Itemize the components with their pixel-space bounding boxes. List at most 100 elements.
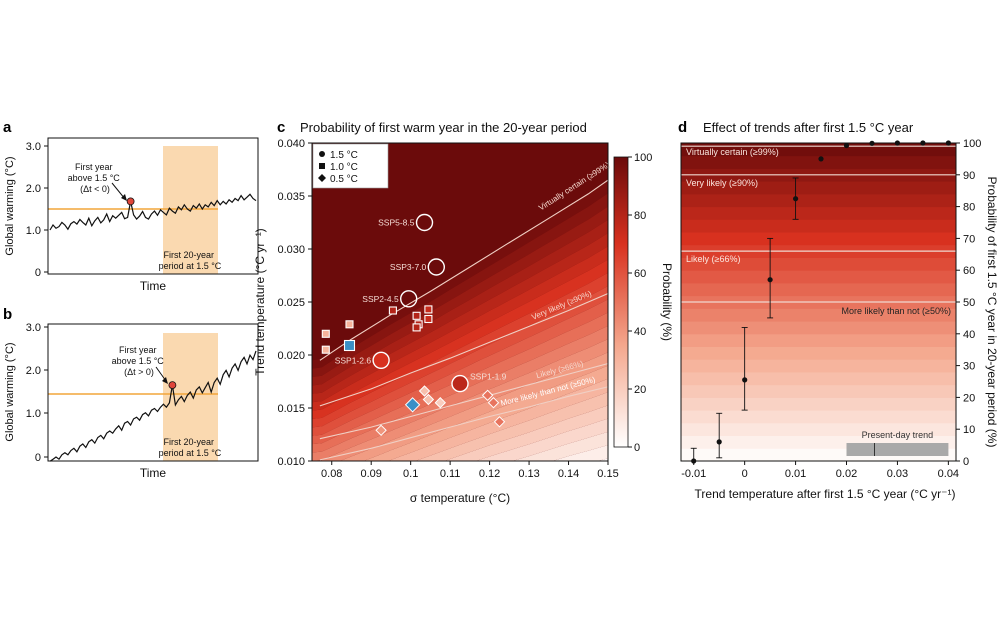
square-marker [321,329,330,338]
scenario-circle-marker [427,258,445,276]
heatmap-band [312,259,608,419]
contour-line [319,362,608,440]
heatmap-band [312,219,608,394]
panel-c-letter: c [277,119,285,136]
svg-text:First 20-year period at: First 20-year period at 1.5 °C [159,250,222,271]
heatmap-band [363,365,608,461]
panel-b-first-year-point [168,381,177,390]
contour-line [319,386,608,461]
panel-b-frame [47,323,259,462]
panel-b: b First year above 1.5 °C (Δt > 0) First… [3,306,259,480]
diamond-marker [375,424,387,437]
x-tick-label: 0.09 [360,468,381,480]
panel-c-legend-box [312,143,389,189]
panel-c-xlabel: σ temperature (°C) [410,491,510,505]
panel-c-title: Probability of first warm year in the 20… [300,120,587,135]
panel-c-points: SSP5-8.5 SSP3-7.0 SSP2-4.5 SSP1-2.6 SSP1-1.9 [321,213,507,437]
x-tick-label: 0.08 [321,468,342,480]
diamond-marker [418,385,431,397]
threshold-label: Virtually certain (≥99%) [686,147,779,157]
heatmap-band [312,272,608,428]
square-marker [412,323,421,332]
probability-band [681,282,956,297]
scenario-label: SSP1-2.6 [335,355,372,365]
panel-a-arrowhead [121,194,127,201]
probability-point [793,196,799,202]
x-tick-label: 0.01 [785,468,806,480]
colorbar-tick-label: 100 [634,152,652,164]
contour-line [319,292,608,407]
y-tick-label: 80 [963,202,975,214]
y-tick-label: 0.025 [277,297,305,309]
panel-b-ytick: 1.0 [26,408,41,420]
panel-a-ytick: 3.0 [26,141,41,153]
scenario-circle-marker [415,213,434,232]
x-tick-label: 0.02 [836,468,857,480]
threshold-label: More likely than not (≥50%) [842,306,952,316]
colorbar-tick-label: 0 [634,442,640,454]
panel-a-ytick: 1.0 [26,225,41,237]
heatmap-band [415,392,608,461]
y-tick-label: 90 [963,170,975,182]
panel-a-first-year-point [126,197,135,206]
present-day-trend-label: Present-day trend [862,430,934,440]
scenario-label: SSP5-8.5 [378,218,415,228]
legend-label: 0.5 °C [330,174,358,185]
heatmap-band [312,470,608,545]
probability-band [681,181,956,195]
panel-b-ytick: 0 [35,452,41,464]
y-tick-label: 20 [963,392,975,404]
x-tick-label: 0.12 [479,468,500,480]
y-tick-label: 0.030 [277,244,305,256]
panel-c-ylabel: Trend temperature (°C yr⁻¹) [253,228,267,375]
panel-a-band-label-1: First 20-year [163,250,214,260]
panel-b-band-label-2: period at 1.5 °C [159,448,222,458]
heatmap-band [597,458,608,461]
y-tick-label: 30 [963,361,975,373]
heatmap-band [312,246,608,411]
panel-a-ytick: 2.0 [26,183,41,195]
panel-b-arrowhead [162,377,168,384]
colorbar-gradient [613,156,629,448]
panel-d-title: Effect of trends after first 1.5 °C year [703,120,914,135]
panel-a-annot-2: above 1.5 °C [68,173,121,183]
diamond-marker [493,416,506,428]
panel-a-ytick: 0 [35,267,41,279]
y-tick-label: 0 [963,456,969,468]
y-tick-label: 70 [963,233,975,245]
svg-text:First year above 1.5 °C: First year above 1.5 °C (Δt < 0) [68,162,123,194]
y-tick-label: 0.015 [277,403,305,415]
diamond-marker [422,393,435,406]
diamond-marker [434,396,447,409]
probability-point [742,377,748,383]
panel-b-letter: b [3,306,12,323]
y-tick-label: 40 [963,329,975,341]
y-tick-label: 0.020 [277,350,305,362]
panel-b-band-label-1: First 20-year [163,437,214,447]
colorbar-tick-label: 60 [634,268,646,280]
colorbar-label: Probability (%) [660,263,674,341]
threshold-label: Very likely (≥90%) [686,178,758,188]
heatmap-band [312,193,608,378]
y-tick-label: 0.010 [277,456,305,468]
probability-band [681,206,956,220]
probability-band [681,333,956,347]
probability-point [818,156,824,162]
x-tick-label: 0.15 [597,468,618,480]
scenario-label: SSP1-1.9 [470,372,507,382]
y-tick-label: 0.040 [277,138,305,150]
scenario-label: SSP2-4.5 [362,294,399,304]
diamond-marker [404,397,421,413]
panel-b-ytick: 2.0 [26,365,41,377]
probability-band [681,232,956,246]
panel-b-ylabel: Global warming (°C) [4,342,16,441]
probability-band [681,321,956,335]
panel-d-xlabel: Trend temperature after first 1.5 °C yea… [695,487,956,501]
panel-d-thresholds: Virtually certain (≥99%) Very likely (≥90… [681,145,956,316]
scenario-label: SSP3-7.0 [390,262,427,272]
panel-b-xlabel: Time [140,466,167,480]
x-tick-label: 0.13 [518,468,539,480]
legend-circle-icon [319,151,325,157]
heatmap-band [312,180,608,369]
